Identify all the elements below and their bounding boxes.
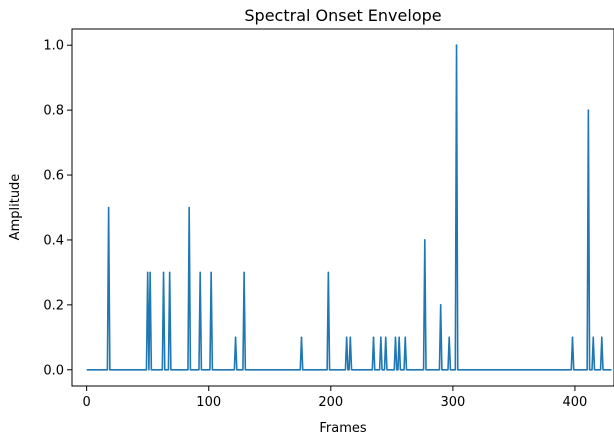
data-point: [349, 336, 352, 339]
y-tick-label: 0.8: [43, 104, 64, 119]
data-point: [571, 336, 574, 339]
data-point: [404, 336, 407, 339]
x-tick-label: 100: [196, 395, 221, 410]
data-point: [394, 336, 397, 339]
x-axis-label: Frames: [319, 421, 367, 436]
series-line: [86, 44, 612, 371]
data-point: [448, 336, 451, 339]
ticks: 0 100 200 300 400 0.0 0.2 0.4 0.6 0.8 1.0: [43, 39, 587, 410]
data-point: [199, 271, 201, 274]
y-axis-label: Amplitude: [8, 174, 23, 241]
data-point: [345, 336, 348, 339]
data-point: [327, 271, 330, 274]
data-point: [107, 206, 110, 209]
data-point: [243, 271, 245, 274]
y-tick-label: 0.0: [43, 363, 64, 378]
data-point: [234, 336, 237, 339]
data-point: [146, 271, 149, 274]
data-point: [423, 239, 426, 241]
x-tick-label: 300: [440, 395, 465, 410]
y-tick-label: 0.4: [43, 233, 64, 248]
data-point: [600, 336, 603, 339]
y-tick-label: 0.2: [43, 298, 64, 313]
data-point: [372, 336, 375, 339]
data-point: [384, 336, 387, 339]
data-point: [592, 336, 595, 339]
plot-area: [86, 44, 612, 371]
data-point: [149, 271, 151, 274]
data-point: [300, 336, 303, 339]
data-point: [210, 271, 212, 274]
y-tick-label: 0.6: [43, 169, 64, 184]
data-point: [188, 206, 190, 209]
data-point: [587, 109, 590, 111]
data-point: [398, 336, 400, 339]
axes-frame: [71, 28, 614, 387]
data-point: [439, 304, 442, 306]
data-point: [168, 271, 171, 274]
chart-title: Spectral Onset Envelope: [244, 6, 441, 25]
data-point: [455, 44, 458, 47]
x-tick-label: 200: [318, 395, 343, 410]
x-tick-label: 0: [83, 395, 91, 410]
y-tick-label: 1.0: [43, 39, 64, 54]
data-point: [380, 336, 382, 339]
x-tick-label: 400: [563, 395, 588, 410]
data-point: [162, 271, 165, 274]
